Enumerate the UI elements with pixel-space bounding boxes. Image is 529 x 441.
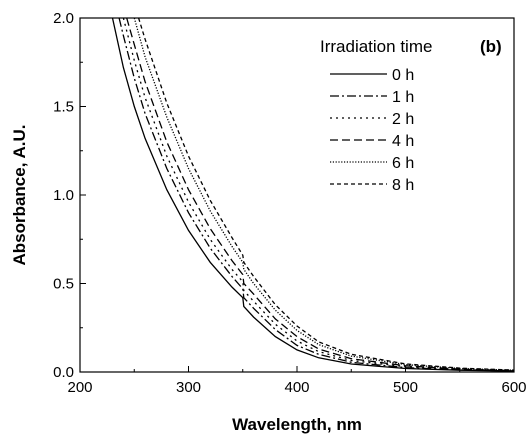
series-group (111, 18, 514, 372)
x-axis-title: Wavelength, nm (232, 415, 362, 434)
y-axis-title: Absorbance, A.U. (10, 124, 29, 265)
legend-label: 4 h (392, 133, 414, 150)
legend-items: 0 h 1 h 2 h 4 h 6 h 8 h (330, 67, 414, 194)
legend-label: 1 h (392, 89, 414, 106)
x-tick-label: 400 (284, 379, 309, 396)
y-tick-label: 0.0 (53, 364, 74, 381)
x-tick-label: 200 (67, 379, 92, 396)
series-line-6 (137, 18, 514, 371)
series-line-1 (111, 18, 514, 372)
ticks-group (79, 17, 515, 373)
series-line-3 (122, 18, 514, 372)
plot-frame (79, 17, 515, 373)
legend-label: 8 h (392, 177, 414, 194)
y-tick-label: 1.5 (53, 99, 74, 116)
x-tick-label: 500 (393, 379, 418, 396)
x-tick-label: 300 (176, 379, 201, 396)
legend-label: 6 h (392, 155, 414, 172)
x-tick-label: 600 (501, 379, 526, 396)
legend-title: Irradiation time (320, 37, 432, 56)
legend-label: 0 h (392, 67, 414, 84)
y-tick-label: 0.5 (53, 276, 74, 293)
x-tick-labels: 200 300 400 500 600 (67, 379, 526, 396)
y-tick-label: 2.0 (53, 10, 74, 27)
y-tick-label: 1.0 (53, 187, 74, 204)
series-line-2 (118, 18, 514, 372)
series-line-5 (133, 18, 514, 371)
panel-label: (b) (480, 37, 502, 56)
y-tick-labels: 0.0 0.5 1.0 1.5 2.0 (53, 10, 74, 381)
legend: Irradiation time (b) 0 h 1 h 2 h 4 h 6 h 8 h (320, 37, 502, 194)
series-line-4 (126, 18, 514, 372)
legend-label: 2 h (392, 111, 414, 128)
